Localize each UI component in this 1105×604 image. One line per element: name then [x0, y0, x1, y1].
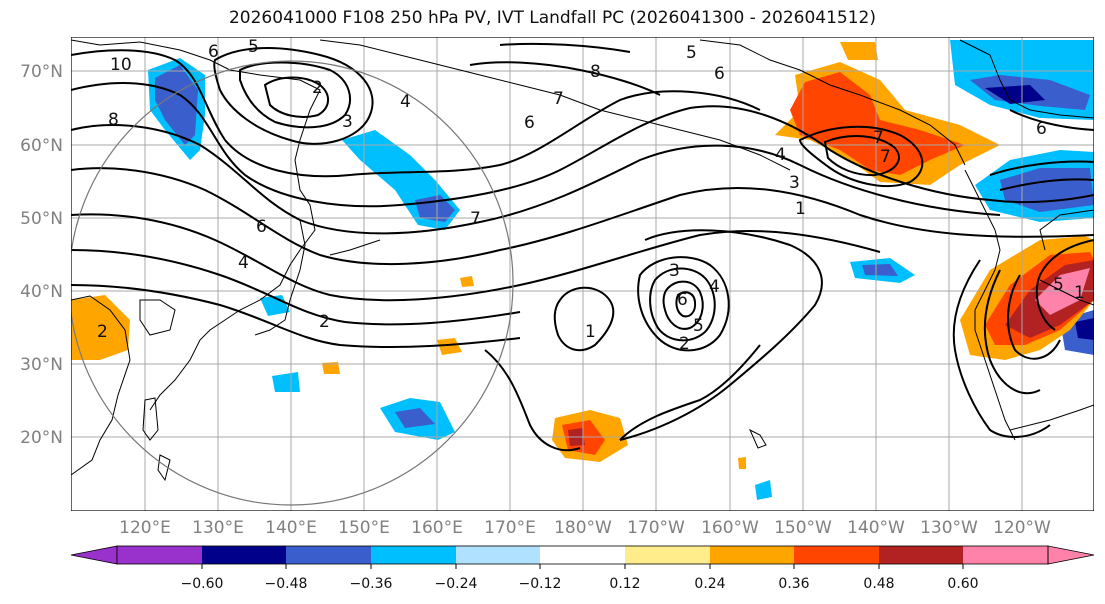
lon-label: 160°W — [701, 518, 759, 538]
negative-anomaly — [155, 65, 198, 145]
colorbar-segment — [710, 546, 794, 564]
contour-label: 2 — [312, 78, 323, 98]
contour-label: 7 — [880, 147, 891, 167]
lat-label: 70°N — [20, 62, 63, 82]
ivt-shading — [71, 40, 1094, 500]
colorbar-tick-label: 0.36 — [778, 576, 809, 592]
contour-label: 7 — [553, 89, 564, 109]
contour-label: 1 — [795, 199, 806, 219]
negative-anomaly — [272, 372, 300, 392]
contour-label: 1 — [1074, 283, 1085, 303]
positive-anomaly — [790, 72, 965, 175]
lon-label: 170°W — [627, 518, 685, 538]
lon-label: 150°W — [774, 518, 832, 538]
contour-label: 6 — [208, 42, 219, 62]
negative-anomaly — [755, 480, 772, 500]
lon-label: 130°W — [920, 518, 978, 538]
lon-label: 150°E — [338, 518, 390, 538]
colorbar-tick-label: 0.48 — [863, 576, 894, 592]
negative-anomaly — [985, 85, 1045, 104]
colorbar-segment — [202, 546, 286, 564]
contour-label: 6 — [677, 290, 688, 310]
contour-label: 6 — [714, 64, 725, 84]
contour-label: 4 — [775, 145, 786, 165]
negative-anomaly — [260, 295, 290, 316]
contour-label: 6 — [524, 113, 535, 133]
negative-anomaly — [862, 264, 898, 276]
colorbar-tick-label: 0.12 — [609, 576, 640, 592]
contour-label: 7 — [873, 128, 884, 148]
lon-label: 120°W — [993, 518, 1051, 538]
colorbar-extend-high — [1047, 545, 1095, 565]
lon-label: 180°W — [554, 518, 612, 538]
lon-label: 120°E — [119, 518, 171, 538]
colorbar-segment — [963, 546, 1048, 564]
contour-label: 7 — [470, 209, 481, 229]
colorbar-tick-label: −0.60 — [181, 576, 224, 592]
lat-label: 20°N — [20, 428, 63, 448]
contour-label: 3 — [669, 261, 680, 281]
colorbar-tick-label: 0.24 — [694, 576, 725, 592]
colorbar-segment — [117, 546, 202, 564]
lat-label: 50°N — [20, 209, 63, 229]
lon-label: 160°E — [411, 518, 463, 538]
contour-label: 4 — [709, 277, 720, 297]
colorbar-segment — [456, 546, 540, 564]
pv-contours — [71, 42, 1094, 452]
colorbar-extend-low — [70, 545, 118, 565]
lon-label: 140°W — [847, 518, 905, 538]
negative-anomaly — [1075, 318, 1094, 340]
contour-label: 10 — [110, 55, 132, 75]
positive-anomaly — [71, 295, 130, 360]
latitude-labels: 70°N 60°N 50°N 40°N 30°N 20°N — [20, 62, 63, 448]
colorbar-segment — [625, 546, 710, 564]
lat-label: 60°N — [20, 136, 63, 156]
contour-label: 5 — [686, 43, 697, 63]
colorbar: −0.60 −0.48 −0.36 −0.24 −0.12 0.12 0.24 … — [70, 545, 1095, 592]
positive-anomaly — [437, 338, 462, 355]
coastlines — [71, 39, 1094, 482]
positive-anomaly — [738, 457, 746, 469]
contour-label: 1 — [585, 322, 596, 342]
colorbar-tick-label: −0.48 — [265, 576, 308, 592]
colorbar-tick-label: 0.60 — [947, 576, 978, 592]
colorbar-tick-label: −0.12 — [519, 576, 562, 592]
positive-anomaly — [840, 42, 878, 60]
lat-label: 40°N — [20, 282, 63, 302]
colorbar-segment — [540, 546, 625, 564]
contour-label: 2 — [319, 312, 330, 332]
colorbar-segment — [371, 546, 456, 564]
contour-label: 5 — [1053, 275, 1064, 295]
contour-label: 3 — [342, 112, 353, 132]
lon-label: 140°E — [265, 518, 317, 538]
lon-label: 130°E — [192, 518, 244, 538]
contour-label: 5 — [248, 37, 259, 57]
contour-label: 8 — [108, 110, 119, 130]
lat-label: 30°N — [20, 355, 63, 375]
contour-label: 4 — [400, 92, 411, 112]
contour-label: 2 — [97, 322, 108, 342]
colorbar-segment — [794, 546, 879, 564]
colorbar-tick-label: −0.36 — [350, 576, 393, 592]
lon-label: 170°E — [484, 518, 536, 538]
colorbar-segment — [286, 546, 371, 564]
contour-label: 8 — [590, 62, 601, 82]
contour-label: 4 — [238, 253, 249, 273]
figure-title: 2026041000 F108 250 hPa PV, IVT Landfall… — [228, 8, 876, 28]
contour-label-group: 10 8 6 4 2 3 4 5 6 7 6 5 7 8 1 6 7 2 1 2… — [97, 37, 1085, 354]
contour-label: 2 — [679, 334, 690, 354]
colorbar-tick-label: −0.24 — [435, 576, 478, 592]
range-circle — [71, 60, 514, 506]
positive-anomaly — [460, 276, 474, 287]
map-panel: 10 8 6 4 2 3 4 5 6 7 6 5 7 8 1 6 7 2 1 2… — [71, 37, 1094, 511]
contour-label: 6 — [1036, 119, 1047, 139]
colorbar-segment — [879, 546, 963, 564]
longitude-labels: 120°E 130°E 140°E 150°E 160°E 170°E 180°… — [119, 518, 1051, 538]
contour-label: 6 — [256, 217, 267, 237]
positive-anomaly — [322, 362, 340, 374]
contour-label: 5 — [693, 316, 704, 336]
contour-label: 3 — [789, 173, 800, 193]
negative-anomaly — [395, 408, 435, 428]
